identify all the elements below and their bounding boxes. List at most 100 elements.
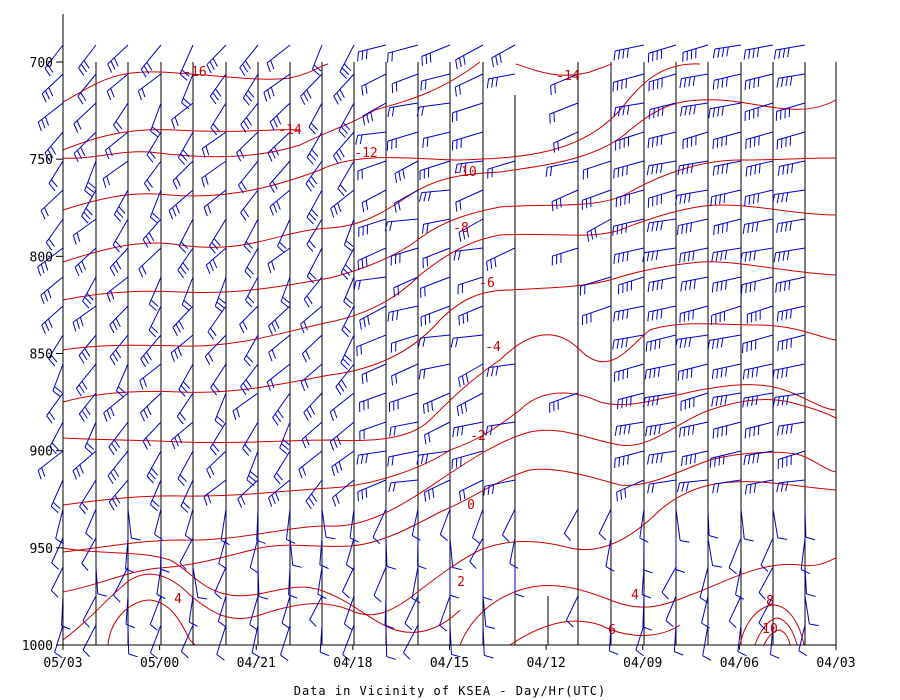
wind-barb — [760, 537, 774, 572]
isotherm-label: 10 — [762, 622, 778, 637]
wind-barb — [646, 450, 677, 465]
x-axis-label: Data in Vicinity of KSEA - Day/Hr(UTC) — [294, 684, 607, 698]
wind-barb — [49, 421, 64, 455]
x-tick-label: 04/18 — [333, 656, 372, 671]
wind-barb — [648, 73, 677, 92]
isotherm-curve — [763, 629, 791, 646]
isotherm-label: -4 — [485, 340, 501, 355]
wind-barb — [209, 421, 227, 456]
wind-barb — [728, 537, 742, 575]
wind-barb — [149, 189, 162, 224]
wind-barb — [608, 624, 619, 655]
wind-barb — [339, 44, 355, 80]
wind-barb — [737, 624, 747, 657]
wind-barb — [613, 160, 645, 179]
wind-barb — [615, 131, 645, 151]
wind-barb — [77, 73, 97, 105]
wind-barb — [391, 363, 419, 386]
wind-barb — [746, 305, 774, 324]
wind-barb — [776, 218, 806, 233]
wind-barb — [579, 276, 612, 296]
wind-barb — [41, 305, 64, 334]
wind-barb — [707, 537, 723, 568]
wind-barb — [267, 131, 291, 162]
x-tick-label: 04/21 — [237, 656, 276, 671]
wind-barb — [486, 363, 516, 377]
wind-barb — [485, 421, 516, 436]
wind-barb — [288, 566, 298, 599]
wind-barb — [357, 160, 387, 181]
wind-barb — [387, 450, 419, 467]
wind-barb — [712, 160, 742, 176]
wind-barb — [419, 276, 451, 298]
isotherm-curve — [62, 99, 837, 263]
wind-barb — [349, 508, 359, 543]
x-ticks: 05/03 05/00 04/21 04/18 04/15 04/12 04/09 04/06… — [43, 645, 856, 671]
wind-barb — [642, 392, 677, 408]
wind-barb — [82, 624, 97, 658]
wind-barb — [263, 73, 291, 102]
wind-barb — [613, 44, 645, 61]
wind-barb — [50, 566, 64, 598]
wind-barb — [203, 479, 227, 506]
wind-barb — [127, 508, 141, 541]
wind-barb — [486, 73, 516, 89]
wind-barb — [242, 73, 259, 106]
wind-barb — [549, 102, 579, 124]
wind-barb — [78, 44, 97, 76]
wind-barb — [331, 479, 355, 507]
wind-barb — [679, 421, 709, 438]
wind-barb — [469, 537, 484, 569]
wind-barb — [389, 421, 419, 437]
wind-barb — [37, 102, 64, 132]
wind-barb — [598, 508, 612, 541]
wind-barb — [249, 537, 259, 574]
wind-barb — [172, 305, 194, 336]
wind-barb — [113, 566, 129, 603]
isotherm-curve — [62, 129, 301, 151]
wind-barb — [452, 421, 484, 438]
wind-barb — [455, 189, 484, 212]
wind-barb — [333, 131, 355, 164]
wind-barb — [150, 102, 162, 138]
wind-barb — [208, 218, 227, 254]
y-tick-label: 850 — [30, 348, 53, 363]
wind-barb — [279, 421, 291, 455]
wind-barb — [647, 131, 677, 149]
wind-barb — [773, 247, 806, 263]
wind-barb — [113, 189, 129, 222]
wind-barb — [617, 276, 645, 295]
wind-barb — [776, 73, 806, 88]
wind-barb — [745, 160, 774, 177]
wind-barb — [214, 566, 227, 600]
wind-barb — [456, 392, 484, 417]
wind-barb — [148, 305, 162, 338]
wind-barb — [384, 595, 395, 629]
wind-barb — [424, 421, 451, 445]
wind-barb — [272, 392, 291, 426]
wind-barb — [148, 276, 162, 311]
wind-barb — [411, 508, 421, 541]
wind-barb — [644, 363, 677, 380]
wind-barb — [257, 566, 269, 600]
wind-barb — [776, 421, 806, 436]
y-ticks: 700 750 800 850 900 950 1000 — [22, 56, 63, 654]
wind-barb — [85, 508, 97, 540]
isotherm-curve — [62, 261, 837, 403]
isotherm-curve — [459, 557, 837, 646]
wind-barb — [674, 189, 709, 205]
isotherm-curve — [62, 204, 837, 351]
isotherm-label: 8 — [766, 594, 774, 609]
wind-barb — [210, 363, 227, 396]
wind-barb — [645, 334, 677, 352]
wind-barb — [449, 566, 460, 599]
wind-barb — [239, 305, 259, 334]
wind-barb — [772, 363, 806, 380]
wind-barb — [417, 334, 451, 348]
wind-barb — [472, 508, 484, 544]
wind-barb — [373, 566, 387, 603]
wind-barb — [403, 624, 419, 660]
wind-barb — [742, 363, 774, 380]
wind-barb — [679, 305, 709, 323]
wind-barb — [251, 624, 261, 658]
